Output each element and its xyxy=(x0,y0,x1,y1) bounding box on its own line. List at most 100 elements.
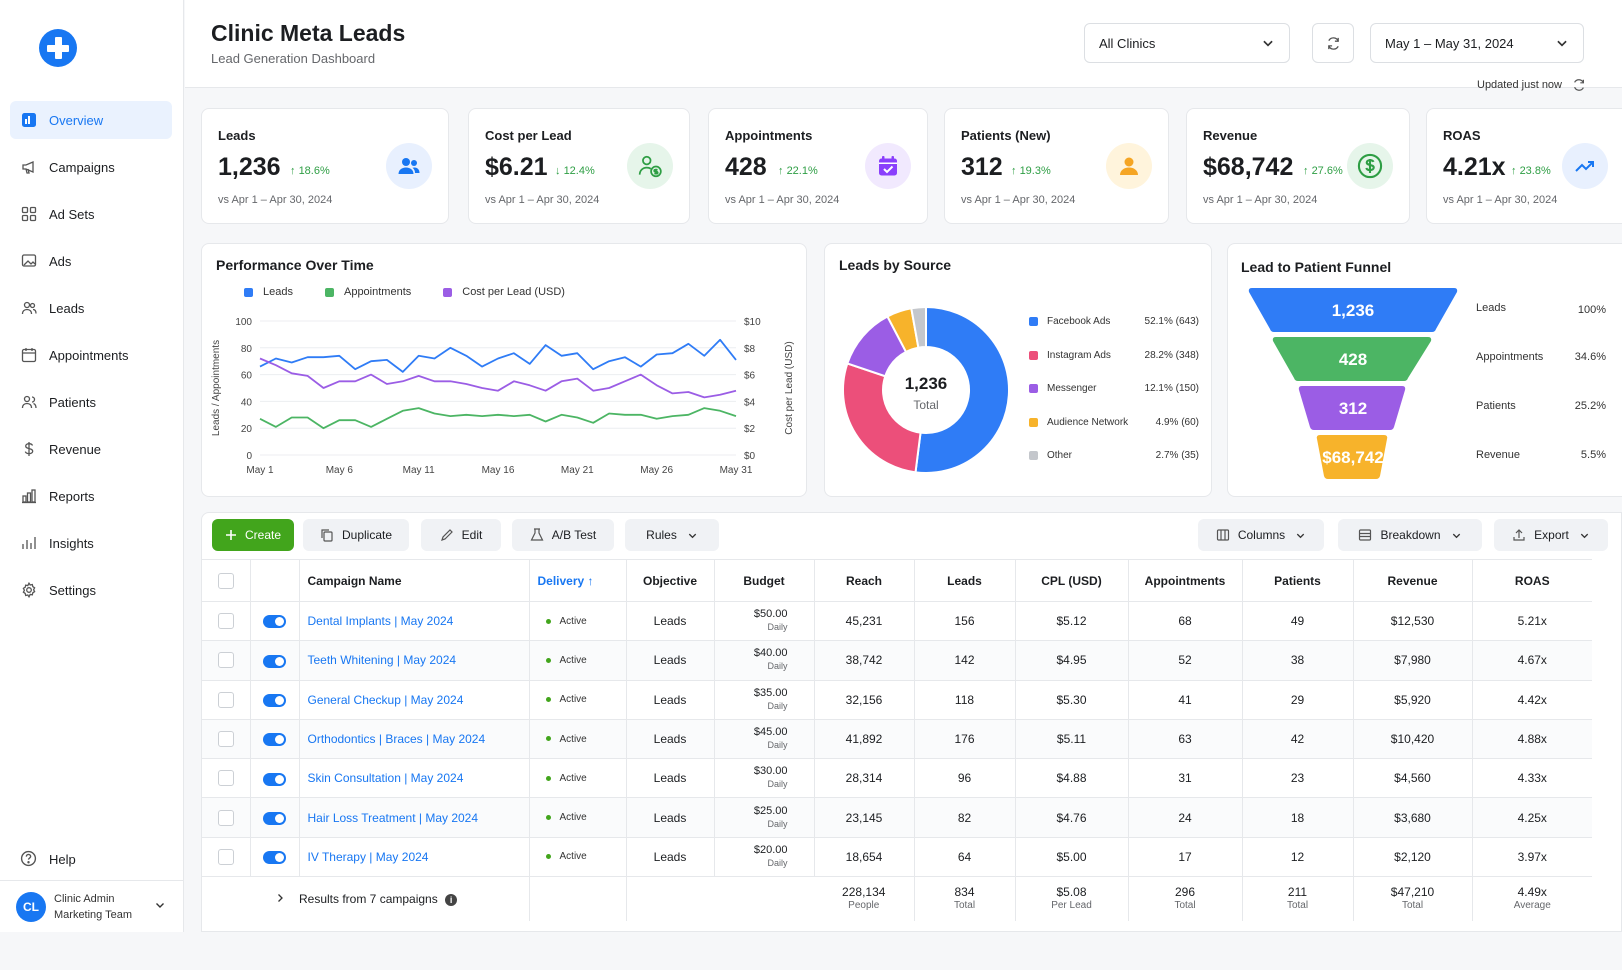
header-cpl[interactable]: CPL (USD) xyxy=(1015,559,1129,602)
table-row[interactable]: Orthodontics | Braces | May 2024 Active Le… xyxy=(202,719,1592,760)
select-all-checkbox[interactable] xyxy=(217,572,234,589)
ab-test-button[interactable]: A/B Test xyxy=(512,519,614,551)
row-checkbox[interactable] xyxy=(217,809,234,826)
columns-dropdown[interactable]: Columns xyxy=(1198,519,1324,551)
header-leads[interactable]: Leads xyxy=(914,559,1016,602)
funnel-stage-bar[interactable] xyxy=(1272,337,1432,381)
duplicate-button[interactable]: Duplicate xyxy=(303,519,409,551)
table-row[interactable]: IV Therapy | May 2024 Active Leads $20.00 Da… xyxy=(202,837,1592,878)
budget-cell[interactable]: $50.00 Daily xyxy=(714,601,815,642)
campaign-toggle[interactable] xyxy=(263,654,286,668)
budget-cell[interactable]: $20.00 Daily xyxy=(714,837,815,878)
delivery-status: Active xyxy=(559,654,587,666)
appointments-cell: 17 xyxy=(1128,837,1243,878)
chevron-down-icon xyxy=(1580,533,1589,538)
header-budget[interactable]: Budget xyxy=(714,559,815,602)
pie-slice-other[interactable] xyxy=(910,305,927,349)
campaign-name-link[interactable]: Teeth Whitening | May 2024 xyxy=(307,653,457,668)
sidebar-item-revenue[interactable]: Revenue xyxy=(10,430,172,468)
edit-button[interactable]: Edit xyxy=(421,519,501,551)
user-menu[interactable]: CL Clinic Admin Marketing Team xyxy=(0,880,184,932)
header-delivery[interactable]: Delivery ↑ xyxy=(529,559,627,602)
sidebar-item-reports[interactable]: Reports xyxy=(10,477,172,515)
row-checkbox[interactable] xyxy=(217,613,234,630)
campaign-toggle[interactable] xyxy=(263,615,286,629)
chevron-right-icon[interactable] xyxy=(250,876,299,921)
row-checkbox[interactable] xyxy=(217,731,234,748)
campaign-name-link[interactable]: General Checkup | May 2024 xyxy=(307,692,464,707)
date-range-select[interactable]: May 1 – May 31, 2024 xyxy=(1370,23,1584,63)
table-row[interactable]: Dental Implants | May 2024 Active Leads $50… xyxy=(202,601,1592,642)
kpi-card-appointments[interactable]: Appointments 428 ↑ 22.1% vs Apr 1 – Apr … xyxy=(708,108,928,224)
pie-slice-facebook-ads[interactable] xyxy=(914,305,1010,474)
header-revenue[interactable]: Revenue xyxy=(1353,559,1473,602)
sidebar-item-ads[interactable]: Ads xyxy=(10,242,172,280)
clinic-logo[interactable] xyxy=(39,29,77,67)
source-legend-item[interactable]: Facebook Ads 52.1% (643) xyxy=(1029,305,1199,339)
header-objective[interactable]: Objective xyxy=(626,559,715,602)
sidebar-item-patients[interactable]: Patients xyxy=(10,383,172,421)
info-icon[interactable]: i xyxy=(445,893,458,906)
funnel-stage-bar[interactable] xyxy=(1298,386,1406,430)
sidebar-item-leads[interactable]: Leads xyxy=(10,289,172,327)
create-button[interactable]: Create xyxy=(212,519,294,551)
row-checkbox[interactable] xyxy=(217,691,234,708)
campaign-toggle[interactable] xyxy=(263,693,286,707)
campaign-toggle[interactable] xyxy=(263,811,286,825)
campaign-name-link[interactable]: IV Therapy | May 2024 xyxy=(307,849,429,864)
sidebar-item-overview[interactable]: Overview xyxy=(10,101,172,139)
source-legend-item[interactable]: Messenger 12.1% (150) xyxy=(1029,372,1199,406)
refresh-button[interactable] xyxy=(1312,23,1354,63)
kpi-card-revenue[interactable]: Revenue $68,742 ↑ 27.6% vs Apr 1 – Apr 3… xyxy=(1186,108,1410,224)
export-dropdown[interactable]: Export xyxy=(1494,519,1608,551)
header-patients[interactable]: Patients xyxy=(1242,559,1354,602)
campaign-name-link[interactable]: Hair Loss Treatment | May 2024 xyxy=(307,810,479,825)
funnel-stage-bar[interactable] xyxy=(1248,288,1458,332)
table-row[interactable]: Skin Consultation | May 2024 Active Leads $… xyxy=(202,758,1592,799)
table-row[interactable]: Hair Loss Treatment | May 2024 Active Lead… xyxy=(202,797,1592,838)
legend-item-cost-per-lead[interactable]: Cost per Lead (USD) xyxy=(443,286,565,298)
budget-cell[interactable]: $40.00 Daily xyxy=(714,640,815,681)
header-roas[interactable]: ROAS xyxy=(1472,559,1592,602)
kpi-card-leads[interactable]: Leads 1,236 ↑ 18.6% vs Apr 1 – Apr 30, 2… xyxy=(201,108,449,224)
pie-slice-instagram-ads[interactable] xyxy=(842,362,922,474)
rules-dropdown[interactable]: Rules xyxy=(625,519,719,551)
budget-cell[interactable]: $30.00 Daily xyxy=(714,758,815,799)
source-legend-item[interactable]: Other 2.7% (35) xyxy=(1029,439,1199,473)
kpi-value: 312 xyxy=(961,153,1003,181)
row-checkbox[interactable] xyxy=(217,652,234,669)
legend-item-leads[interactable]: Leads xyxy=(244,286,293,298)
row-checkbox[interactable] xyxy=(217,848,234,865)
budget-cell[interactable]: $25.00 Daily xyxy=(714,797,815,838)
header-appointments[interactable]: Appointments xyxy=(1128,559,1243,602)
sidebar-item-campaigns[interactable]: Campaigns xyxy=(10,148,172,186)
header-campaign-name[interactable]: Campaign Name xyxy=(299,559,530,602)
refresh-icon[interactable] xyxy=(1572,78,1586,92)
kpi-card-roas[interactable]: ROAS 4.21x ↑ 23.8% vs Apr 1 – Apr 30, 20… xyxy=(1426,108,1622,224)
kpi-card-patients-new[interactable]: Patients (New) 312 ↑ 19.3% vs Apr 1 – Ap… xyxy=(944,108,1169,224)
source-legend-item[interactable]: Audience Network 4.9% (60) xyxy=(1029,406,1199,440)
campaign-toggle[interactable] xyxy=(263,733,286,747)
header-reach[interactable]: Reach xyxy=(814,559,915,602)
campaign-toggle[interactable] xyxy=(263,772,286,786)
clinic-select[interactable]: All Clinics xyxy=(1084,23,1290,63)
budget-cell[interactable]: $45.00 Daily xyxy=(714,719,815,760)
table-row[interactable]: Teeth Whitening | May 2024 Active Leads $40… xyxy=(202,640,1592,681)
campaign-toggle[interactable] xyxy=(263,851,286,865)
campaign-name-link[interactable]: Dental Implants | May 2024 xyxy=(307,614,454,629)
sidebar-item-appointments[interactable]: Appointments xyxy=(10,336,172,374)
sidebar-item-ad-sets[interactable]: Ad Sets xyxy=(10,195,172,233)
sidebar-item-settings[interactable]: Settings xyxy=(10,571,172,609)
row-checkbox[interactable] xyxy=(217,770,234,787)
table-row[interactable]: General Checkup | May 2024 Active Leads $35… xyxy=(202,680,1592,720)
breakdown-dropdown[interactable]: Breakdown xyxy=(1338,519,1482,551)
budget-cell[interactable]: $35.00 Daily xyxy=(714,680,815,720)
legend-item-appointments[interactable]: Appointments xyxy=(324,286,411,298)
campaign-name-link[interactable]: Orthodontics | Braces | May 2024 xyxy=(307,732,486,747)
funnel-stage-bar[interactable] xyxy=(1316,435,1388,479)
sidebar-item-insights[interactable]: Insights xyxy=(10,524,172,562)
help-link[interactable]: Help xyxy=(20,850,76,868)
kpi-card-cost-per-lead[interactable]: Cost per Lead $6.21 ↓ 12.4% vs Apr 1 – A… xyxy=(468,108,690,224)
source-legend-item[interactable]: Instagram Ads 28.2% (348) xyxy=(1029,339,1199,373)
campaign-name-link[interactable]: Skin Consultation | May 2024 xyxy=(307,771,464,786)
